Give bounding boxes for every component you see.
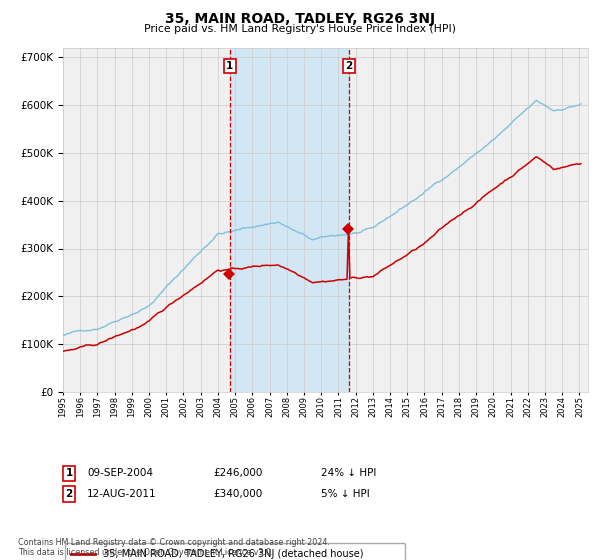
- Bar: [230, 48, 349, 392]
- Text: 1: 1: [65, 468, 73, 478]
- Text: 1: 1: [226, 62, 233, 71]
- Legend: 35, MAIN ROAD, TADLEY, RG26 3NJ (detached house), HPI: Average price, detached h: 35, MAIN ROAD, TADLEY, RG26 3NJ (detache…: [65, 543, 406, 560]
- Text: 2: 2: [65, 489, 73, 499]
- Text: 2: 2: [346, 62, 353, 71]
- Text: Contains HM Land Registry data © Crown copyright and database right 2024.
This d: Contains HM Land Registry data © Crown c…: [18, 538, 330, 557]
- Text: Price paid vs. HM Land Registry's House Price Index (HPI): Price paid vs. HM Land Registry's House …: [144, 24, 456, 34]
- Text: £340,000: £340,000: [213, 489, 262, 499]
- Text: 09-SEP-2004: 09-SEP-2004: [87, 468, 153, 478]
- Text: 12-AUG-2011: 12-AUG-2011: [87, 489, 157, 499]
- Text: 5% ↓ HPI: 5% ↓ HPI: [321, 489, 370, 499]
- Text: 24% ↓ HPI: 24% ↓ HPI: [321, 468, 376, 478]
- Text: £246,000: £246,000: [213, 468, 262, 478]
- Text: 35, MAIN ROAD, TADLEY, RG26 3NJ: 35, MAIN ROAD, TADLEY, RG26 3NJ: [165, 12, 435, 26]
